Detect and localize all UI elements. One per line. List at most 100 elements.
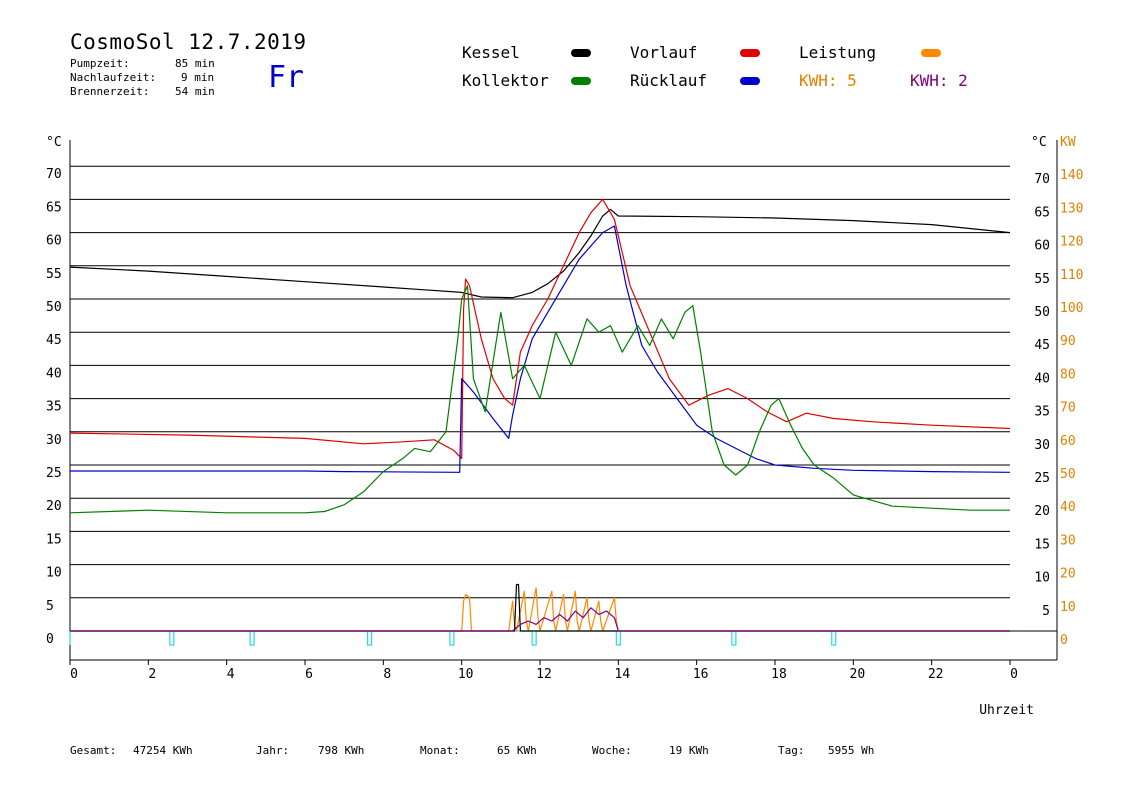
series-line-kessel-power <box>70 583 1010 632</box>
legend-kwh-b: KWH: 2 <box>910 71 968 90</box>
info-pumpzeit-value: 85 min <box>175 57 215 70</box>
page-title: CosmoSol 12.7.2019 <box>70 30 307 54</box>
series-line-kessel <box>69 208 1011 299</box>
y-unit-right-power: KW <box>1060 135 1076 150</box>
x-tick-label: 2 <box>148 667 156 682</box>
series-line-leistung-power <box>70 587 1010 632</box>
legend-ruecklauf-swatch <box>740 77 760 85</box>
legend-kwh-a: KWH: 5 <box>799 71 857 90</box>
y-tick-label-right-power: 100 <box>1060 301 1083 316</box>
y-tick-label-left: 55 <box>46 267 62 282</box>
y-tick-label-left: 10 <box>46 566 62 581</box>
legend-leistung-swatch <box>921 49 941 57</box>
y-tick-label-left: 50 <box>46 300 62 315</box>
info-brennerzeit-value: 54 min <box>175 85 215 98</box>
y-tick-label-right-temp: 65 <box>1034 205 1050 220</box>
y-tick-label-right-temp: 55 <box>1034 272 1050 287</box>
legend-kollektor-swatch <box>571 77 591 85</box>
y-tick-label-right-temp: 10 <box>1034 571 1050 586</box>
y-tick-label-right-temp: 15 <box>1034 537 1050 552</box>
y-tick-label-right-power: 70 <box>1060 401 1076 416</box>
y-tick-label-left: 5 <box>46 599 54 614</box>
series-line-kollektor <box>69 285 1010 514</box>
y-tick-label-right-power: 110 <box>1060 268 1083 283</box>
info-nachlaufzeit-value: 9 min <box>181 71 215 84</box>
y-unit-left: °C <box>46 135 62 150</box>
x-tick-label: 16 <box>693 667 709 682</box>
y-tick-label-right-temp: 25 <box>1034 471 1050 486</box>
y-tick-label-right-power: 120 <box>1060 235 1083 250</box>
y-tick-label-right-temp: 35 <box>1034 405 1050 420</box>
footer-gesamt-label: Gesamt: <box>70 744 117 757</box>
y-tick-label-right-power: 20 <box>1060 567 1076 582</box>
footer-woche-label: Woche: <box>592 744 632 757</box>
x-tick-label: 14 <box>615 667 631 682</box>
y-tick-label-left: 0 <box>46 632 54 647</box>
y-tick-label-right-temp: 40 <box>1034 371 1050 386</box>
legend-kessel-label: Kessel <box>462 43 520 62</box>
y-tick-label-right-temp: 70 <box>1034 172 1050 187</box>
series-line-ruecklauf <box>70 225 1011 473</box>
y-tick-label-right-power: 40 <box>1060 500 1076 515</box>
legend-ruecklauf-label: Rücklauf <box>630 71 708 90</box>
y-tick-label-left: 65 <box>46 200 62 215</box>
y-tick-label-right-power: 90 <box>1060 334 1076 349</box>
x-tick-label: 20 <box>850 667 866 682</box>
y-tick-label-right-temp: 5 <box>1042 604 1050 619</box>
x-tick-label: 4 <box>227 667 235 682</box>
y-unit-right-temp: °C <box>1031 135 1047 150</box>
legend-vorlauf-swatch <box>740 49 760 57</box>
x-tick-label: 0 <box>1010 667 1018 682</box>
legend-vorlauf-label: Vorlauf <box>630 43 698 62</box>
y-tick-label-right-temp: 60 <box>1034 239 1050 254</box>
footer-gesamt-value: 47254 KWh <box>133 744 193 757</box>
y-tick-label-right-power: 0 <box>1060 633 1068 648</box>
y-tick-label-left: 25 <box>46 466 62 481</box>
y-tick-label-right-power: 10 <box>1060 600 1076 615</box>
footer-monat-label: Monat: <box>420 744 460 757</box>
footer-tag-label: Tag: <box>778 744 805 757</box>
y-tick-label-left: 70 <box>46 167 62 182</box>
x-axis-label: Uhrzeit <box>979 703 1034 718</box>
series-line-ruecklauf-power <box>70 607 1010 632</box>
y-tick-label-right-power: 30 <box>1060 533 1076 548</box>
y-tick-label-right-power: 80 <box>1060 367 1076 382</box>
x-tick-label: 22 <box>928 667 944 682</box>
info-pumpzeit-label: Pumpzeit: <box>70 57 130 70</box>
y-tick-label-right-temp: 50 <box>1034 305 1050 320</box>
y-tick-label-right-power: 140 <box>1060 168 1083 183</box>
y-tick-label-left: 60 <box>46 234 62 249</box>
y-tick-label-left: 40 <box>46 366 62 381</box>
x-tick-label: 0 <box>70 667 78 682</box>
y-tick-label-left: 15 <box>46 532 62 547</box>
info-brennerzeit-label: Brennerzeit: <box>70 85 150 98</box>
y-tick-label-right-power: 50 <box>1060 467 1076 482</box>
x-tick-label: 10 <box>458 667 474 682</box>
y-tick-label-left: 45 <box>46 333 62 348</box>
legend-kessel-swatch <box>571 49 591 57</box>
x-tick-label: 6 <box>305 667 313 682</box>
legend-kollektor-label: Kollektor <box>462 71 549 90</box>
y-tick-label-right-temp: 20 <box>1034 504 1050 519</box>
y-tick-label-left: 35 <box>46 400 62 415</box>
info-nachlaufzeit-label: Nachlaufzeit: <box>70 71 157 84</box>
y-tick-label-right-temp: 30 <box>1034 438 1050 453</box>
y-tick-label-right-power: 130 <box>1060 201 1083 216</box>
weekday-label: Fr <box>268 60 305 95</box>
y-tick-label-left: 20 <box>46 499 62 514</box>
series-line-vorlauf <box>69 198 1011 459</box>
footer-jahr-label: Jahr: <box>256 744 290 757</box>
y-tick-label-left: 30 <box>46 433 62 448</box>
y-tick-label-right-power: 60 <box>1060 434 1076 449</box>
footer-woche-value: 19 KWh <box>669 744 709 757</box>
x-tick-label: 18 <box>771 667 787 682</box>
footer-jahr-value: 798 KWh <box>318 744 365 757</box>
footer-tag-value: 5955 Wh <box>828 744 875 757</box>
x-tick-label: 12 <box>536 667 552 682</box>
footer-monat-value: 65 KWh <box>497 744 537 757</box>
legend-leistung-label: Leistung <box>799 43 877 62</box>
y-tick-label-right-temp: 45 <box>1034 338 1050 353</box>
x-tick-label: 8 <box>383 667 391 682</box>
pump-status-band <box>70 630 1010 646</box>
